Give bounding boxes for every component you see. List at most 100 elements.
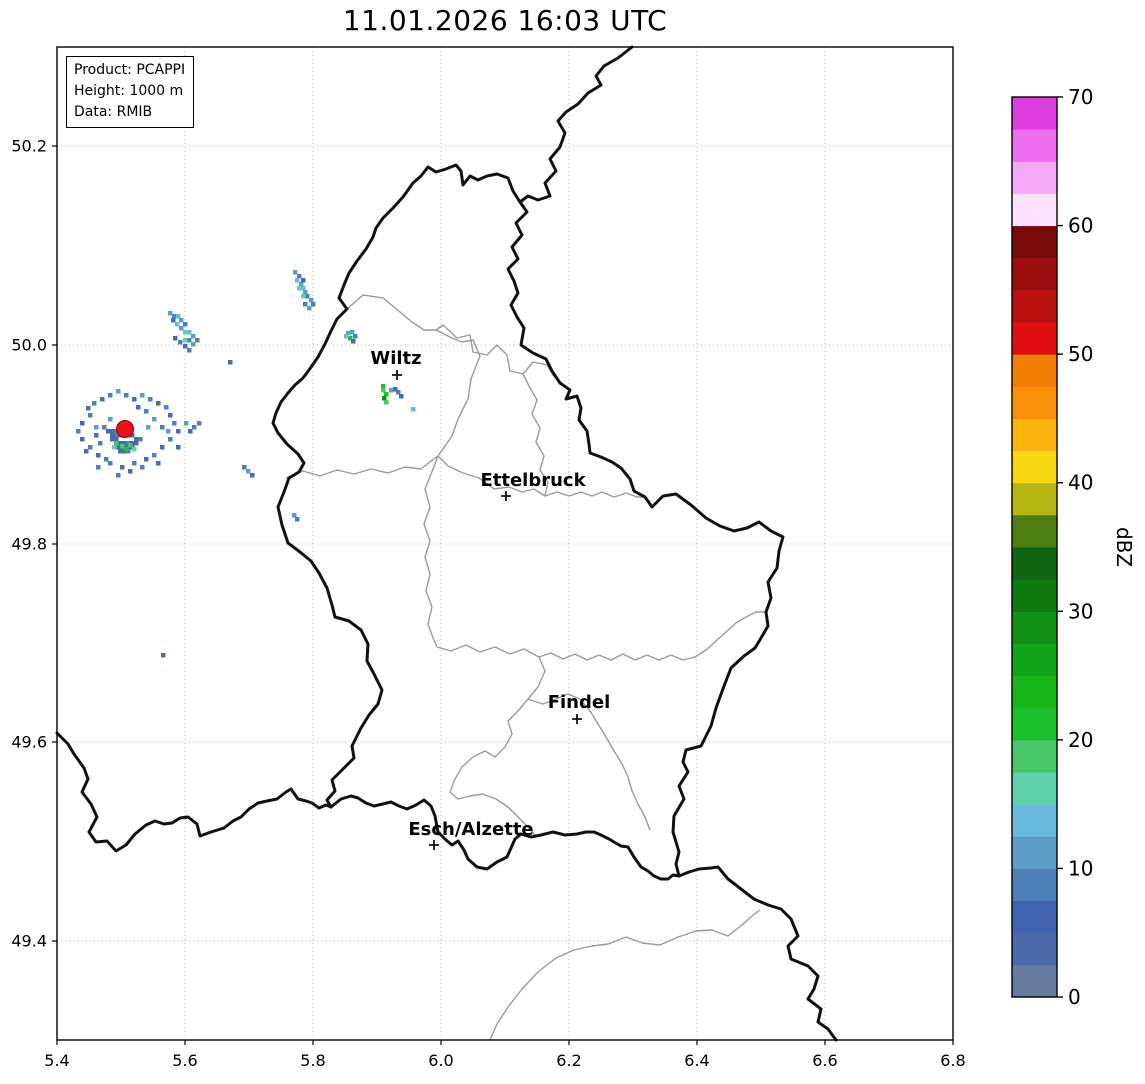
country-border-fr-be-border bbox=[55, 731, 333, 853]
city-label: Wiltz bbox=[370, 348, 421, 369]
echo-pixel bbox=[346, 331, 351, 336]
echo-pixel bbox=[191, 334, 196, 339]
echo-pixel bbox=[301, 278, 306, 283]
echo-pixel bbox=[161, 653, 166, 658]
echo-pixel bbox=[122, 441, 127, 446]
echo-pixel bbox=[297, 286, 302, 291]
echo-pixel bbox=[132, 447, 137, 452]
echo-pixel bbox=[84, 449, 89, 454]
echo-pixel bbox=[183, 322, 188, 327]
colorbar-segment bbox=[1012, 804, 1057, 837]
echo-pixel bbox=[303, 302, 308, 307]
echo-pixel bbox=[114, 441, 119, 446]
echo-pixel bbox=[160, 425, 165, 430]
echo-pixel bbox=[132, 397, 137, 402]
echo-pixel bbox=[168, 311, 173, 316]
echo-pixel bbox=[168, 437, 173, 442]
colorbar-segment bbox=[1012, 707, 1057, 741]
echo-pixel bbox=[393, 387, 398, 392]
city-label: Esch/Alzette bbox=[408, 819, 533, 840]
colorbar-segment bbox=[1012, 579, 1057, 612]
echo-pixel bbox=[384, 400, 389, 405]
echo-pixel bbox=[80, 421, 85, 426]
echo-pixel bbox=[399, 394, 404, 399]
colorbar-axis-label: dBZ bbox=[1112, 527, 1136, 567]
echo-pixel bbox=[88, 413, 93, 418]
echo-pixel bbox=[124, 447, 129, 452]
echo-pixel bbox=[148, 397, 153, 402]
figure-title: 11.01.2026 16:03 UTC bbox=[342, 4, 668, 37]
echo-pixel bbox=[100, 397, 105, 402]
echo-pixel bbox=[351, 339, 356, 344]
echo-pixel bbox=[110, 433, 115, 438]
echo-pixel bbox=[116, 473, 121, 478]
echo-pixel bbox=[138, 437, 143, 442]
echo-pixel bbox=[173, 336, 178, 341]
echo-pixel bbox=[292, 513, 297, 518]
echo-pixel bbox=[110, 437, 115, 442]
echo-pixel bbox=[80, 437, 85, 442]
colorbar-outline bbox=[1011, 96, 1058, 998]
echo-pixel bbox=[381, 384, 386, 389]
colorbar-segment bbox=[1012, 643, 1057, 677]
echo-pixel bbox=[114, 429, 119, 434]
colorbar-segment bbox=[1012, 739, 1057, 773]
echo-pixel bbox=[350, 330, 355, 335]
echo-pixel bbox=[396, 390, 401, 395]
echo-pixel bbox=[246, 469, 251, 474]
y-tick-label: 50.2 bbox=[11, 137, 47, 156]
country-border-fr-lu-border bbox=[329, 794, 681, 881]
echo-pixel bbox=[381, 388, 386, 393]
region-border bbox=[522, 373, 549, 497]
region-border bbox=[346, 294, 571, 391]
x-tick-label: 6.4 bbox=[684, 1051, 709, 1070]
echo-pixel bbox=[114, 433, 119, 438]
echo-pixel bbox=[120, 465, 125, 470]
colorbar-tick-label: 10 bbox=[1068, 856, 1093, 880]
echo-pixel bbox=[176, 445, 181, 450]
echo-pixel bbox=[108, 417, 113, 422]
echo-pixel bbox=[128, 469, 133, 474]
colorbar-segment bbox=[1012, 547, 1057, 580]
x-tick-label: 5.4 bbox=[44, 1051, 69, 1070]
x-tick-label: 5.8 bbox=[300, 1051, 325, 1070]
x-tick-label: 6.0 bbox=[428, 1051, 453, 1070]
city-marker-icon bbox=[429, 840, 439, 850]
echo-pixel bbox=[146, 425, 151, 430]
echo-pixel bbox=[179, 326, 184, 331]
x-tick-label: 6.8 bbox=[940, 1051, 965, 1070]
product-info-box: Product: PCAPPI Height: 1000 m Data: RMI… bbox=[66, 56, 195, 128]
datasrc-line: Data: RMIB bbox=[74, 104, 153, 120]
echo-pixel bbox=[128, 443, 133, 448]
colorbar-tick-label: 30 bbox=[1068, 599, 1093, 623]
colorbar-segment bbox=[1012, 772, 1057, 805]
colorbar-segment bbox=[1012, 257, 1057, 291]
region-border bbox=[489, 909, 761, 1041]
country-border-east-border bbox=[506, 45, 785, 878]
x-tick-label: 6.6 bbox=[812, 1051, 837, 1070]
echo-pixel bbox=[311, 302, 316, 307]
y-tick-label: 50.0 bbox=[11, 336, 47, 355]
echo-pixel bbox=[176, 429, 181, 434]
echo-pixel bbox=[144, 457, 149, 462]
city-label: Findel bbox=[548, 692, 611, 713]
echo-pixel bbox=[353, 334, 358, 339]
region-border bbox=[436, 611, 766, 661]
echo-pixel bbox=[305, 294, 310, 299]
echo-pixel bbox=[179, 318, 184, 323]
colorbar-segment bbox=[1012, 836, 1057, 869]
echo-pixel bbox=[183, 338, 188, 343]
echo-pixel bbox=[172, 314, 177, 319]
colorbar-tick-label: 50 bbox=[1068, 342, 1093, 366]
echo-pixel bbox=[301, 294, 306, 299]
echo-pixel bbox=[96, 453, 101, 458]
echo-pixel bbox=[348, 336, 353, 341]
echo-pixel bbox=[156, 401, 161, 406]
y-tick-label: 49.4 bbox=[11, 932, 47, 951]
echo-pixel bbox=[242, 465, 247, 470]
colorbar-segment bbox=[1012, 868, 1057, 902]
region-border bbox=[449, 656, 546, 838]
colorbar-segment bbox=[1012, 514, 1057, 548]
region-border bbox=[423, 455, 439, 648]
echo-pixel bbox=[98, 441, 103, 446]
